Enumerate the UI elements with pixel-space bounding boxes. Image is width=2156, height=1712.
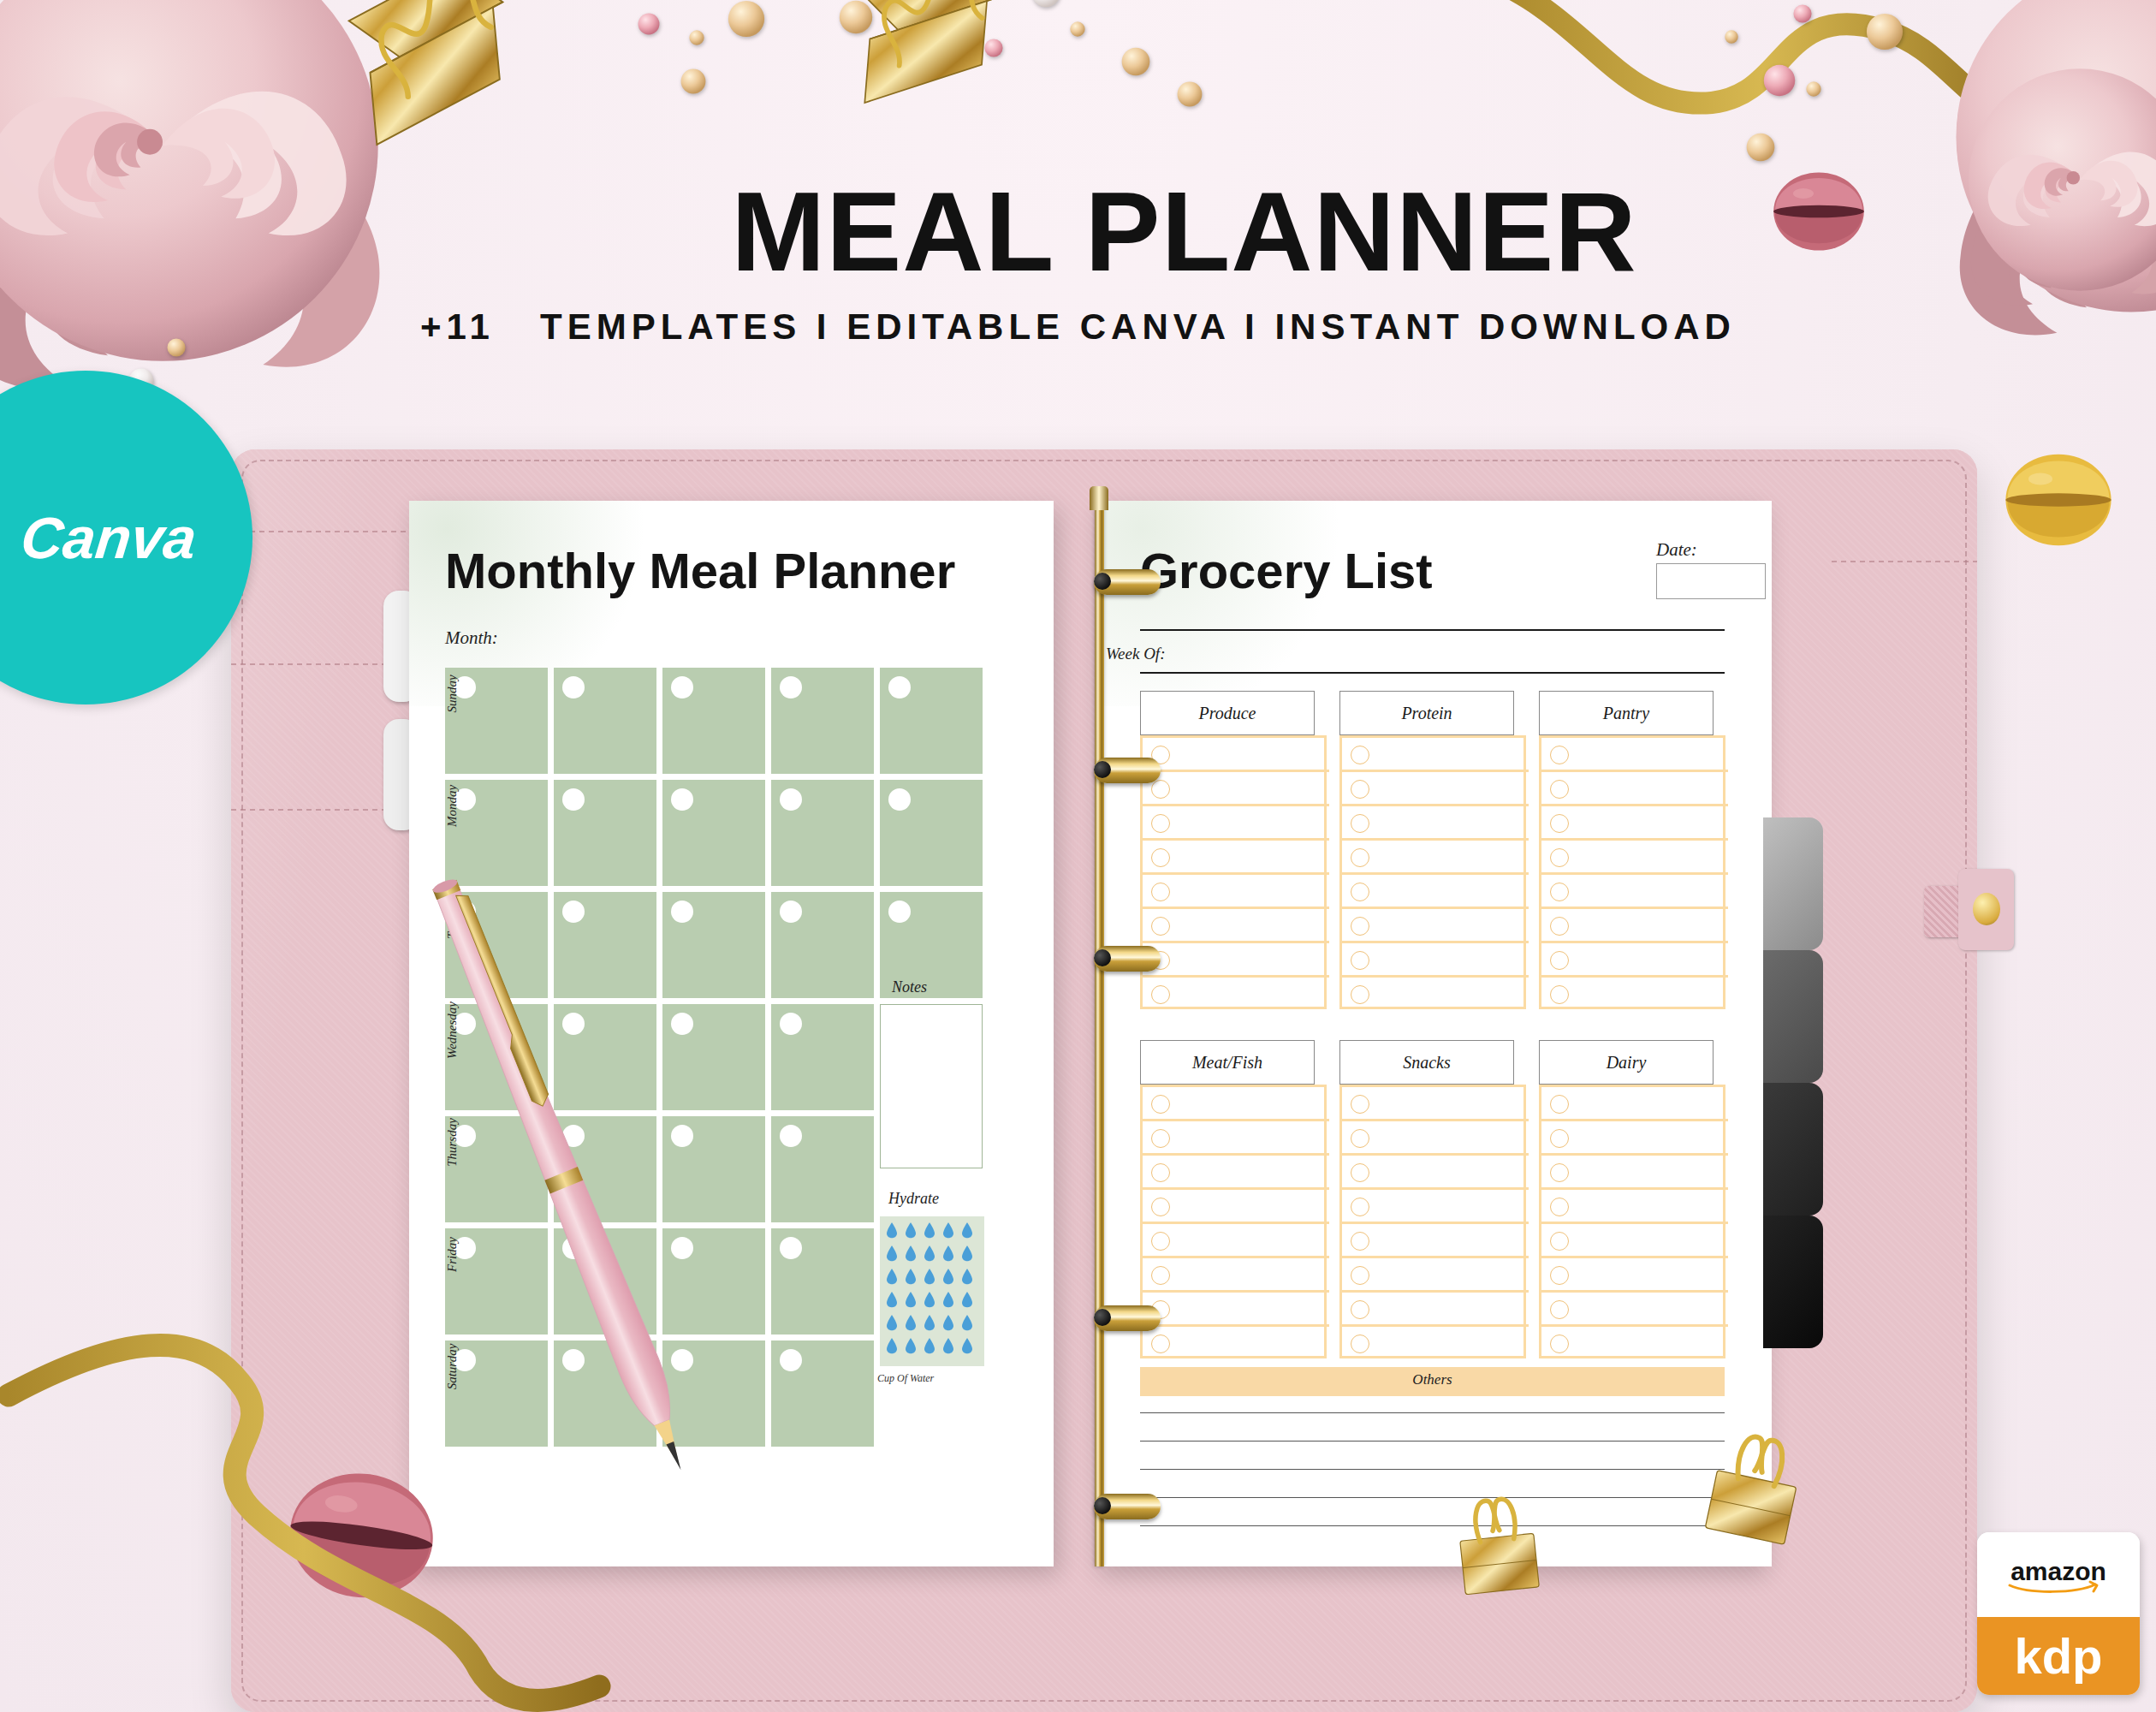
svg-text:amazon: amazon <box>2010 1557 2106 1585</box>
